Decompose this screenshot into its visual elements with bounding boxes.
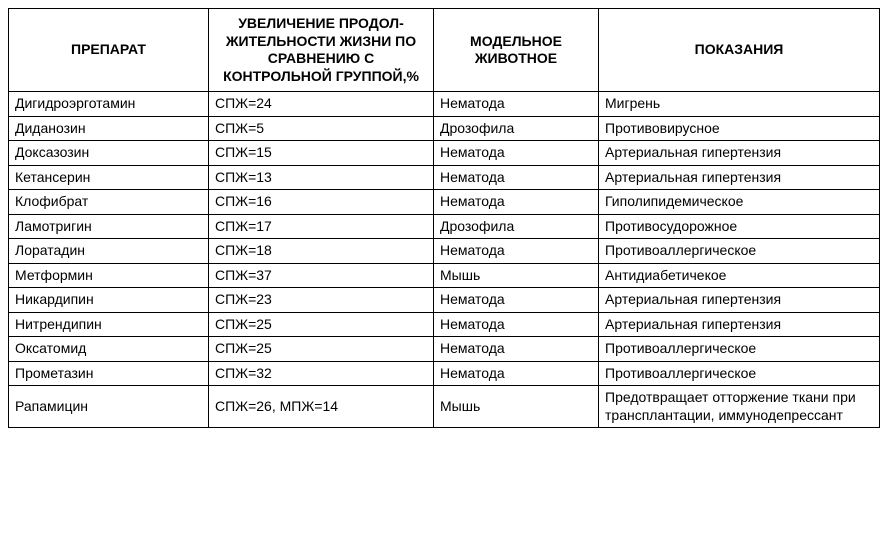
- cell-lifespan: СПЖ=25: [209, 312, 434, 337]
- table-row: ОксатомидСПЖ=25НематодаПротивоаллергичес…: [9, 337, 880, 362]
- cell-drug: Клофибрат: [9, 190, 209, 215]
- table-header: ПРЕПАРАТ УВЕЛИЧЕНИЕ ПРОДОЛ- ЖИТЕЛЬНОСТИ …: [9, 9, 880, 92]
- cell-animal: Нематода: [434, 239, 599, 264]
- table-row: КетансеринСПЖ=13НематодаАртериальная гип…: [9, 165, 880, 190]
- cell-animal: Нематода: [434, 141, 599, 166]
- drug-lifespan-table: ПРЕПАРАТ УВЕЛИЧЕНИЕ ПРОДОЛ- ЖИТЕЛЬНОСТИ …: [8, 8, 880, 428]
- cell-indication: Противоаллергическое: [599, 337, 880, 362]
- cell-animal: Дрозофила: [434, 116, 599, 141]
- cell-lifespan: СПЖ=15: [209, 141, 434, 166]
- table-body: ДигидроэрготаминСПЖ=24НематодаМигреньДид…: [9, 92, 880, 428]
- cell-lifespan: СПЖ=25: [209, 337, 434, 362]
- cell-indication: Противосудорожное: [599, 214, 880, 239]
- cell-drug: Дигидроэрготамин: [9, 92, 209, 117]
- cell-drug: Кетансерин: [9, 165, 209, 190]
- table-row: МетформинСПЖ=37МышьАнтидиабетичекое: [9, 263, 880, 288]
- cell-animal: Нематода: [434, 337, 599, 362]
- cell-animal: Мышь: [434, 386, 599, 428]
- cell-drug: Оксатомид: [9, 337, 209, 362]
- cell-drug: Никардипин: [9, 288, 209, 313]
- col-header-drug: ПРЕПАРАТ: [9, 9, 209, 92]
- cell-indication: Артериальная гипертензия: [599, 165, 880, 190]
- cell-drug: Прометазин: [9, 361, 209, 386]
- col-header-animal: МОДЕЛЬНОЕ ЖИВОТНОЕ: [434, 9, 599, 92]
- table-row: ДоксазозинСПЖ=15НематодаАртериальная гип…: [9, 141, 880, 166]
- cell-lifespan: СПЖ=5: [209, 116, 434, 141]
- cell-indication: Артериальная гипертензия: [599, 288, 880, 313]
- cell-indication: Противовирусное: [599, 116, 880, 141]
- col-header-indication: ПОКАЗАНИЯ: [599, 9, 880, 92]
- cell-lifespan: СПЖ=16: [209, 190, 434, 215]
- table-row: ЛамотригинСПЖ=17ДрозофилаПротивосудорожн…: [9, 214, 880, 239]
- cell-indication: Гиполипидемическое: [599, 190, 880, 215]
- cell-indication: Антидиабетичекое: [599, 263, 880, 288]
- cell-drug: Метформин: [9, 263, 209, 288]
- cell-drug: Ламотригин: [9, 214, 209, 239]
- cell-lifespan: СПЖ=23: [209, 288, 434, 313]
- table-row: НикардипинСПЖ=23НематодаАртериальная гип…: [9, 288, 880, 313]
- table-header-row: ПРЕПАРАТ УВЕЛИЧЕНИЕ ПРОДОЛ- ЖИТЕЛЬНОСТИ …: [9, 9, 880, 92]
- cell-animal: Дрозофила: [434, 214, 599, 239]
- table-row: КлофибратСПЖ=16НематодаГиполипидемическо…: [9, 190, 880, 215]
- cell-animal: Нематода: [434, 361, 599, 386]
- cell-lifespan: СПЖ=18: [209, 239, 434, 264]
- table-row: РапамицинСПЖ=26, МПЖ=14МышьПредотвращает…: [9, 386, 880, 428]
- cell-lifespan: СПЖ=26, МПЖ=14: [209, 386, 434, 428]
- cell-indication: Противоаллергическое: [599, 361, 880, 386]
- cell-drug: Диданозин: [9, 116, 209, 141]
- cell-animal: Нематода: [434, 165, 599, 190]
- cell-indication: Противоаллергическое: [599, 239, 880, 264]
- cell-indication: Предотвращает отторжение ткани при транс…: [599, 386, 880, 428]
- table-row: ЛоратадинСПЖ=18НематодаПротивоаллергичес…: [9, 239, 880, 264]
- cell-lifespan: СПЖ=32: [209, 361, 434, 386]
- cell-lifespan: СПЖ=37: [209, 263, 434, 288]
- cell-drug: Нитрендипин: [9, 312, 209, 337]
- cell-lifespan: СПЖ=24: [209, 92, 434, 117]
- cell-animal: Мышь: [434, 263, 599, 288]
- cell-lifespan: СПЖ=13: [209, 165, 434, 190]
- cell-indication: Мигрень: [599, 92, 880, 117]
- cell-lifespan: СПЖ=17: [209, 214, 434, 239]
- cell-drug: Доксазозин: [9, 141, 209, 166]
- table-row: ПрометазинСПЖ=32НематодаПротивоаллергиче…: [9, 361, 880, 386]
- cell-animal: Нематода: [434, 92, 599, 117]
- table-row: ДиданозинСПЖ=5ДрозофилаПротивовирусное: [9, 116, 880, 141]
- cell-animal: Нематода: [434, 288, 599, 313]
- col-header-lifespan: УВЕЛИЧЕНИЕ ПРОДОЛ- ЖИТЕЛЬНОСТИ ЖИЗНИ ПО …: [209, 9, 434, 92]
- table-row: ДигидроэрготаминСПЖ=24НематодаМигрень: [9, 92, 880, 117]
- cell-drug: Рапамицин: [9, 386, 209, 428]
- table-row: НитрендипинСПЖ=25НематодаАртериальная ги…: [9, 312, 880, 337]
- cell-animal: Нематода: [434, 190, 599, 215]
- cell-animal: Нематода: [434, 312, 599, 337]
- cell-indication: Артериальная гипертензия: [599, 312, 880, 337]
- cell-indication: Артериальная гипертензия: [599, 141, 880, 166]
- cell-drug: Лоратадин: [9, 239, 209, 264]
